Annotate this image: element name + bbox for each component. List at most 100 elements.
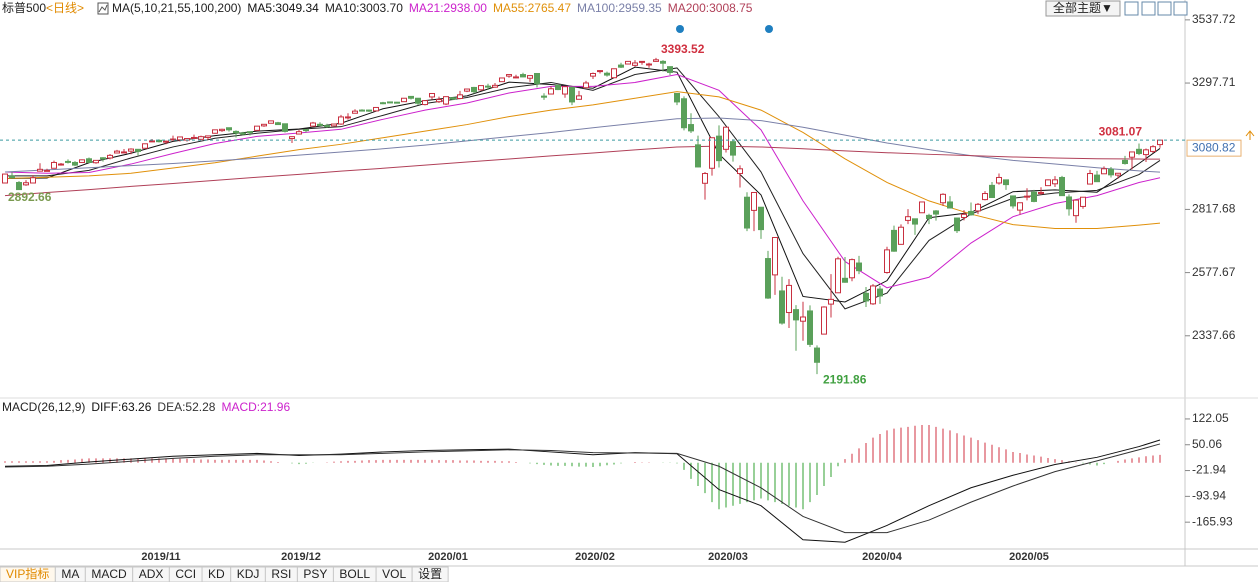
candle-body <box>65 160 71 163</box>
tab-label[interactable]: 设置 <box>418 567 442 581</box>
tab[interactable]: CCI <box>168 566 203 582</box>
event-marker[interactable] <box>676 25 684 33</box>
candle-body <box>1080 196 1086 207</box>
indicator-line <box>4 117 1161 173</box>
candle-body <box>947 201 953 209</box>
candle-body <box>1059 176 1065 197</box>
tab-label[interactable]: MACD <box>91 567 127 581</box>
candle-body <box>282 123 288 132</box>
candle-body <box>604 72 610 76</box>
tab[interactable]: KDJ <box>230 566 266 582</box>
theme-button[interactable] <box>1045 0 1121 17</box>
ma-icon-glyph <box>98 4 108 13</box>
candle-body <box>226 127 232 131</box>
tab[interactable]: 设置 <box>411 566 449 582</box>
price-annotation: 2191.86 <box>823 372 867 386</box>
candle-body <box>422 100 428 106</box>
candle-body <box>219 128 225 132</box>
y-tick-label: 50.06 <box>1192 437 1222 451</box>
candle-body <box>471 86 477 93</box>
candle-body <box>128 148 134 152</box>
icon-button[interactable] <box>1124 1 1139 16</box>
y-tick-label: 2817.68 <box>1192 202 1236 216</box>
tab-label[interactable]: VOL <box>382 567 406 581</box>
candle-body <box>758 206 764 231</box>
tab-label[interactable]: BOLL <box>339 567 370 581</box>
y-tick-label: 122.05 <box>1192 411 1229 425</box>
y-tick-label: -165.93 <box>1192 514 1233 528</box>
candle-body <box>352 110 358 114</box>
candle-body <box>541 95 547 98</box>
tab-label[interactable]: KDJ <box>237 567 260 581</box>
candle-body <box>534 72 540 85</box>
tab-label[interactable]: RSI <box>271 567 291 581</box>
candle-body <box>1101 168 1107 175</box>
candle-body <box>9 175 15 179</box>
event-marker[interactable] <box>765 25 773 33</box>
candle-body <box>842 277 848 283</box>
candle-body <box>506 74 512 77</box>
candle-body <box>849 259 855 279</box>
tab[interactable]: MA <box>54 566 86 582</box>
tab[interactable]: KD <box>201 566 232 582</box>
tab-label[interactable]: MA <box>61 567 79 581</box>
candle-body <box>555 84 561 91</box>
tab-label[interactable]: CCI <box>175 567 196 581</box>
candle-body <box>86 158 92 163</box>
candle-body <box>1136 148 1142 155</box>
tab[interactable]: ADX <box>132 566 170 582</box>
indicator-line <box>4 443 1161 534</box>
candle-body <box>1150 146 1156 152</box>
tab-label[interactable]: PSY <box>303 567 327 581</box>
tab[interactable]: VIP指标 <box>0 566 56 582</box>
icon-button[interactable] <box>1173 1 1188 16</box>
title: 标普500<日线> <box>2 1 84 15</box>
candle-body <box>44 169 50 172</box>
candle-body <box>457 94 463 100</box>
ma-icon[interactable] <box>97 2 109 15</box>
legend-item: MACD:21.96 <box>221 400 290 414</box>
legend-item: MA10:3003.70 <box>325 1 403 15</box>
candle-body <box>478 85 484 91</box>
tab[interactable]: VOL <box>375 566 413 582</box>
candle-body <box>744 196 750 229</box>
candle-body <box>646 63 652 66</box>
chart-title: 标普500 <box>2 1 46 15</box>
icon-button[interactable] <box>1157 1 1172 16</box>
candle-body <box>275 122 281 126</box>
candle-body <box>149 140 155 143</box>
candle-body <box>191 136 197 139</box>
y-tick-label: -93.94 <box>1192 489 1226 503</box>
tab-label[interactable]: VIP指标 <box>6 566 49 581</box>
tab-label[interactable]: ADX <box>139 567 164 581</box>
candle-body <box>513 76 519 79</box>
candle-body <box>891 229 897 252</box>
tab[interactable]: MACD <box>84 566 134 582</box>
candle-body <box>793 309 799 321</box>
candle-body <box>702 173 708 184</box>
candle-body <box>772 236 778 276</box>
legend-item: MA200:3008.75 <box>668 1 753 15</box>
candle-body <box>954 217 960 232</box>
y-tick-label: 2577.67 <box>1192 265 1236 279</box>
theme-button-label[interactable]: 全部主题▼ <box>1053 0 1113 15</box>
candle-body <box>261 123 267 127</box>
tab[interactable]: PSY <box>296 566 334 582</box>
candle-body <box>93 159 99 164</box>
legend: MACD(26,12,9) DIFF:63.26 DEA:52.28 MACD:21.… <box>2 400 290 414</box>
candle-body <box>940 193 946 204</box>
candle-body <box>212 129 218 134</box>
tab[interactable]: BOLL <box>332 566 377 582</box>
indicator-line <box>4 145 1161 197</box>
up-arrow <box>1245 130 1255 140</box>
tab[interactable]: RSI <box>264 566 298 582</box>
candle-body <box>835 258 841 294</box>
candle-body <box>527 75 533 79</box>
tab-label[interactable]: KD <box>208 567 225 581</box>
candle-body <box>100 157 106 160</box>
icon-button[interactable] <box>1141 1 1156 16</box>
candle-body <box>37 168 43 172</box>
y-tick-label: -21.94 <box>1192 463 1226 477</box>
